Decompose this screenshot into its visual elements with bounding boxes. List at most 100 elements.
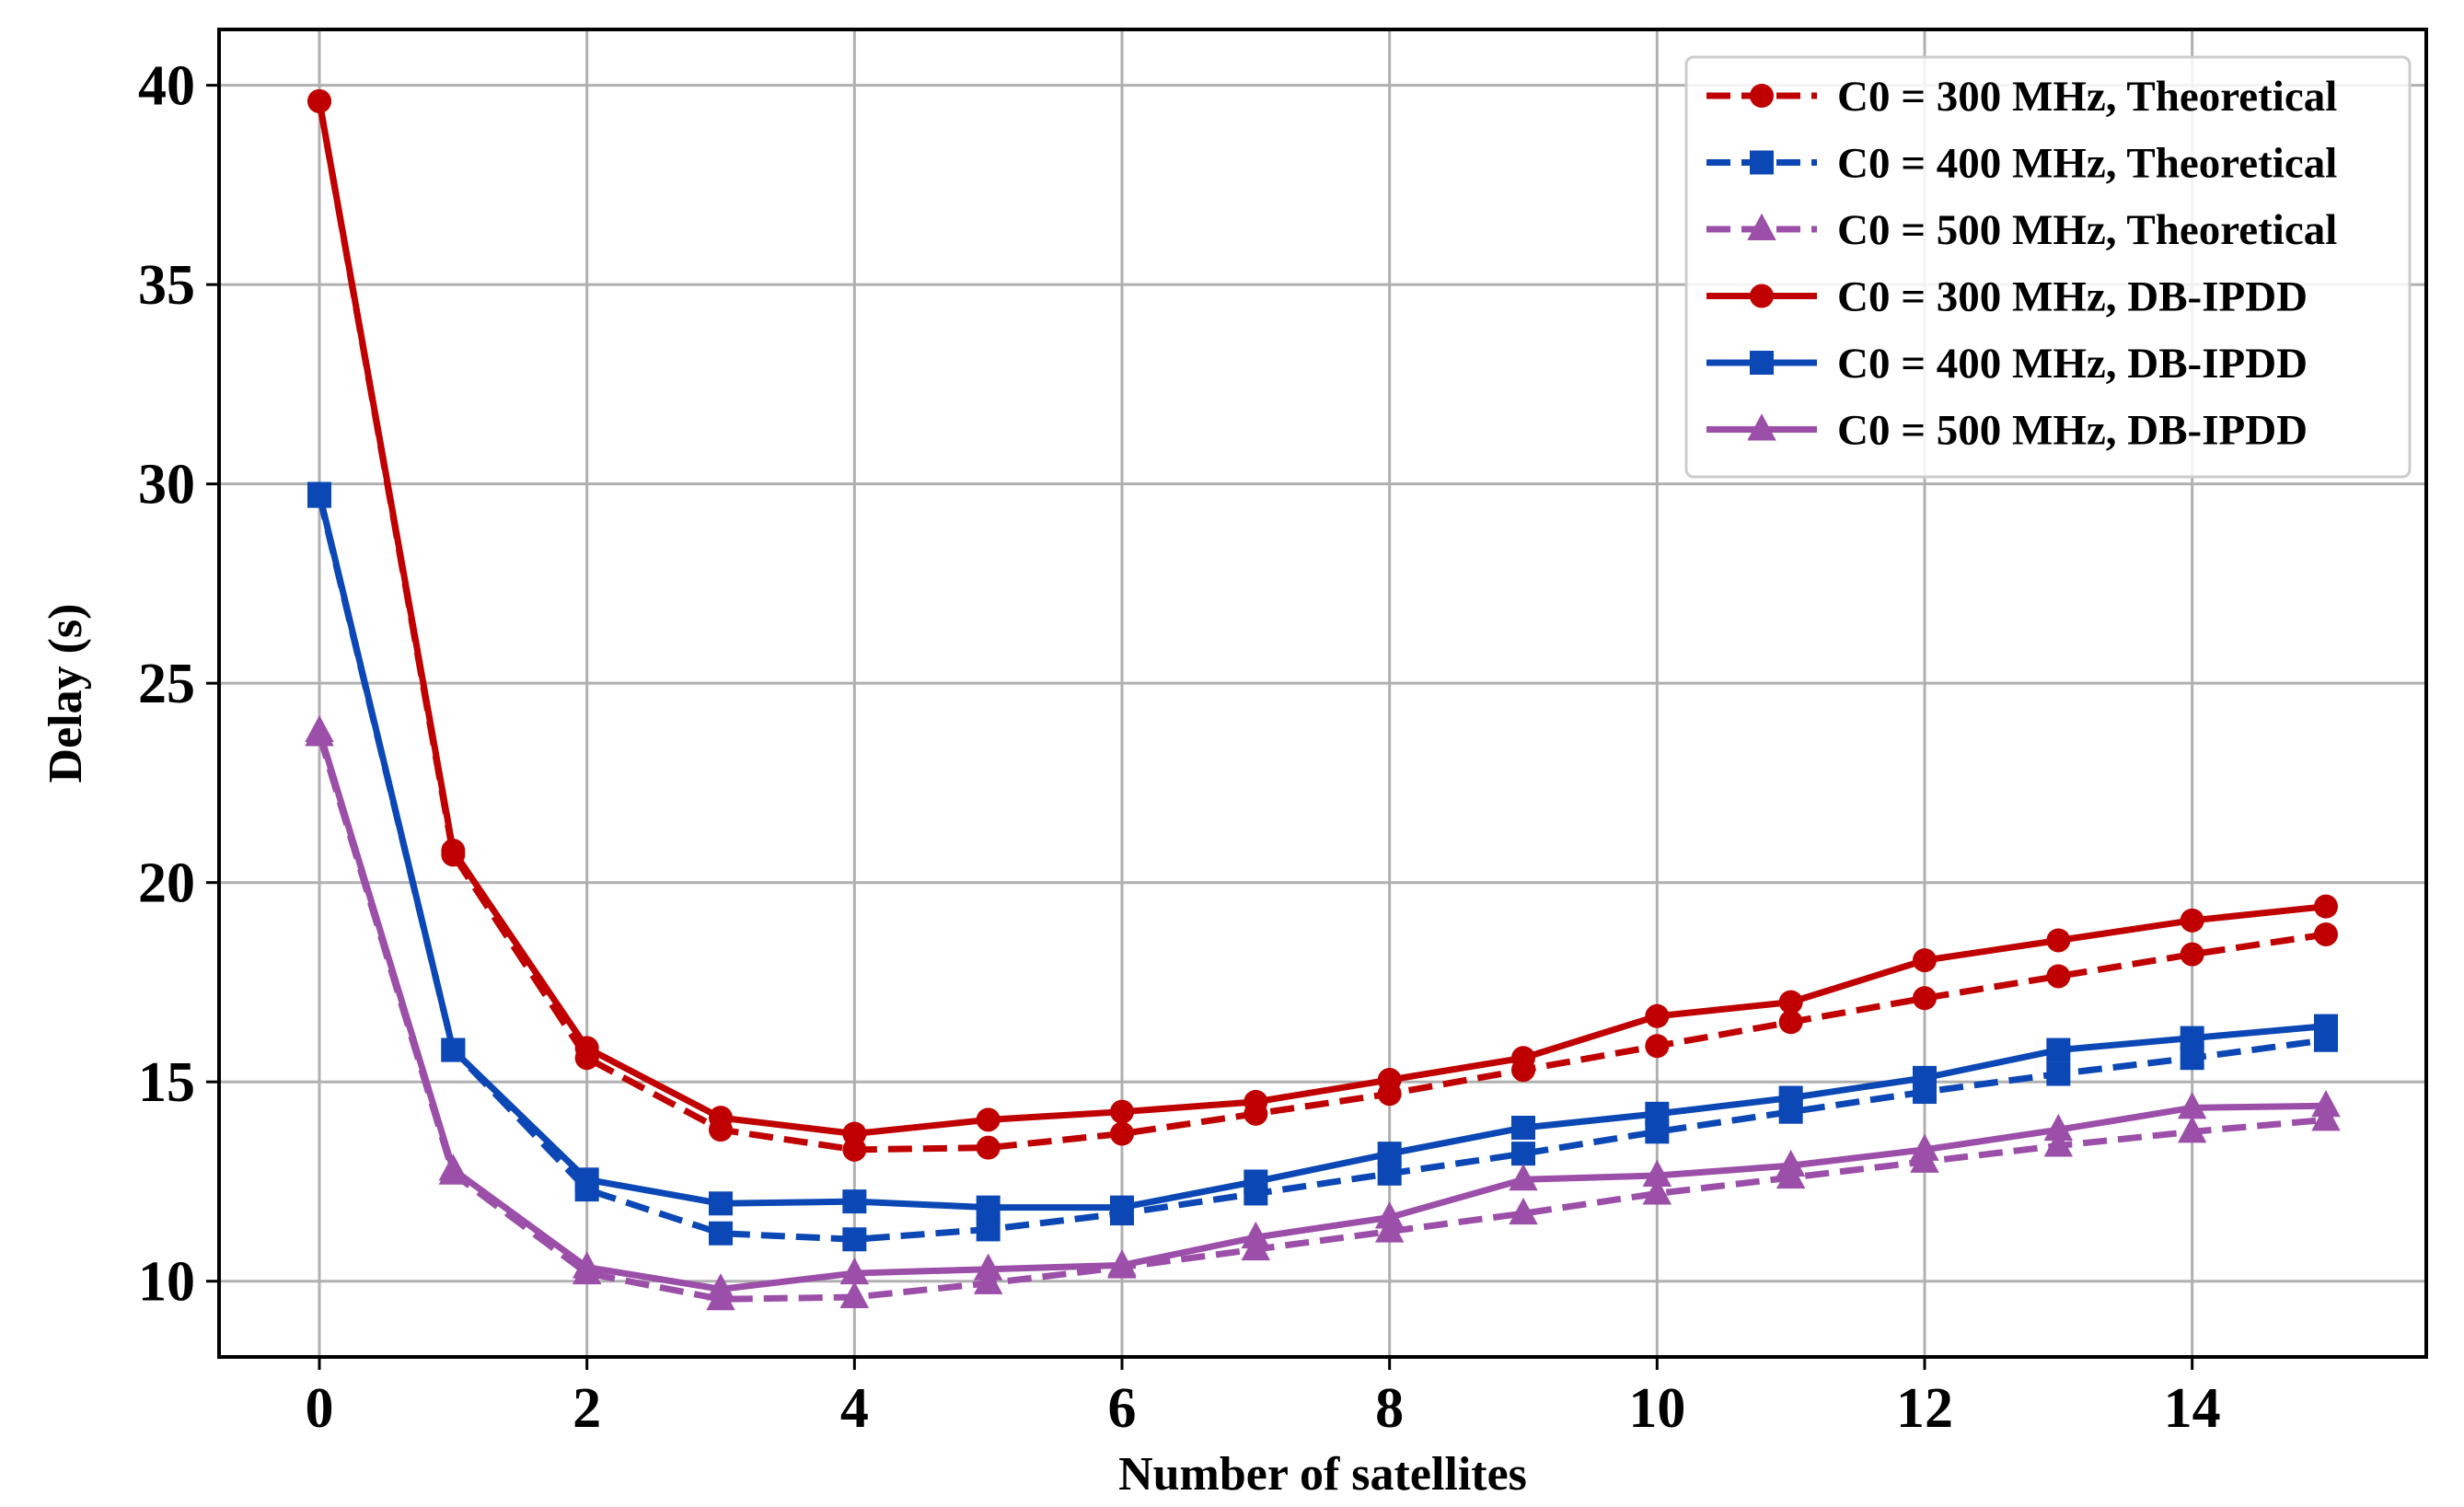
- data-point: [1511, 1116, 1535, 1141]
- legend-item: C0 = 500 MHz, Theoretical: [1706, 206, 2337, 254]
- legend-marker: [1747, 213, 1776, 240]
- data-point: [441, 839, 466, 864]
- y-tick-label: 20: [138, 852, 195, 915]
- data-point: [307, 88, 331, 113]
- x-tick-label: 4: [840, 1377, 869, 1440]
- data-point: [2180, 942, 2204, 967]
- y-axis-title: Delay (s): [40, 604, 92, 783]
- y-tick-label: 10: [138, 1251, 195, 1314]
- x-tick-label: 14: [2164, 1377, 2221, 1440]
- y-axis: 10 15 20 25 30 35 40: [138, 55, 219, 1314]
- data-point: [2043, 1130, 2074, 1157]
- series-line: [316, 734, 2327, 1303]
- data-point: [1509, 1164, 1538, 1191]
- data-point: [1244, 1169, 1268, 1194]
- legend-item: C0 = 400 MHz, Theoretical: [1706, 140, 2337, 188]
- data-point: [842, 1227, 867, 1252]
- data-point: [1110, 1099, 1134, 1124]
- data-point: [2046, 1038, 2071, 1062]
- legend: C0 = 300 MHz, Theoretical C0 = 400 MHz, T…: [1684, 55, 2412, 479]
- legend-label: C0 = 300 MHz, Theoretical: [1837, 73, 2337, 121]
- data-point: [709, 1106, 733, 1130]
- legend-label: C0 = 400 MHz, DB-IPDD: [1837, 340, 2308, 388]
- data-point: [1374, 1215, 1405, 1243]
- data-point: [976, 1135, 1001, 1160]
- data-point: [839, 1281, 870, 1309]
- data-point: [839, 1257, 870, 1285]
- legend-item: C0 = 400 MHz, DB-IPDD: [1706, 340, 2308, 388]
- data-point: [976, 1107, 1001, 1132]
- series-6: [305, 714, 2341, 1301]
- x-tick-label: 2: [573, 1377, 601, 1440]
- legend-marker: [1747, 413, 1776, 441]
- data-point: [1374, 1201, 1405, 1229]
- legend-item: C0 = 300 MHz, DB-IPDD: [1706, 273, 2308, 321]
- data-point: [1110, 1121, 1134, 1146]
- legend-marker: [1750, 351, 1774, 375]
- legend-label: C0 = 300 MHz, DB-IPDD: [1837, 273, 2308, 321]
- data-point: [1778, 1085, 1803, 1110]
- series-layer: [305, 88, 2341, 1311]
- legend-item: C0 = 500 MHz, DB-IPDD: [1706, 407, 2308, 455]
- data-point: [1642, 1177, 1672, 1205]
- data-point: [1913, 1065, 1937, 1090]
- legend-marker: [1750, 150, 1774, 175]
- data-point: [2314, 894, 2338, 919]
- data-point: [706, 1273, 735, 1301]
- data-point: [1778, 990, 1803, 1014]
- series-line: [316, 493, 2327, 1211]
- series-line: [316, 100, 2327, 1138]
- series-4: [307, 88, 2338, 1146]
- data-point: [1509, 1197, 1538, 1225]
- data-point: [2043, 1113, 2074, 1142]
- legend-label: C0 = 400 MHz, Theoretical: [1837, 140, 2337, 188]
- data-point: [2311, 1104, 2341, 1131]
- legend-label: C0 = 500 MHz, DB-IPDD: [1837, 407, 2308, 455]
- series-line: [316, 494, 2327, 1243]
- data-point: [1910, 1133, 1939, 1161]
- data-point: [2314, 922, 2338, 946]
- y-tick-label: 40: [138, 55, 195, 118]
- y-tick-label: 35: [138, 254, 195, 317]
- data-point: [2180, 1026, 2204, 1050]
- data-point: [1778, 1010, 1803, 1035]
- data-point: [842, 1189, 867, 1214]
- x-axis: 0 2 4 6 8 10 12 14: [306, 1357, 2221, 1440]
- data-point: [709, 1221, 733, 1246]
- data-point: [1107, 1249, 1137, 1277]
- legend-marker: [1750, 84, 1774, 108]
- data-point: [1642, 1159, 1672, 1187]
- plot-frame: [217, 28, 2428, 1359]
- data-point: [2046, 928, 2071, 953]
- x-axis-title: Number of satellites: [1118, 1448, 1527, 1501]
- legend-marker: [1750, 284, 1774, 308]
- data-point: [572, 1251, 602, 1279]
- data-point: [1377, 1142, 1402, 1166]
- data-point: [2046, 964, 2071, 989]
- data-point: [1645, 1101, 1670, 1126]
- data-point: [1241, 1221, 1271, 1249]
- series-line: [316, 730, 2327, 1293]
- x-tick-label: 6: [1108, 1377, 1137, 1440]
- legend-item: C0 = 300 MHz, Theoretical: [1706, 73, 2337, 121]
- y-tick-label: 25: [138, 653, 195, 715]
- legend-label: C0 = 500 MHz, Theoretical: [1837, 206, 2337, 254]
- data-point: [574, 1167, 599, 1192]
- data-point: [1645, 1034, 1670, 1059]
- data-point: [438, 1153, 469, 1181]
- data-point: [1511, 1046, 1535, 1071]
- data-point: [1913, 986, 1937, 1011]
- data-point: [1110, 1195, 1134, 1220]
- data-point: [1776, 1149, 1806, 1177]
- data-point: [2177, 1092, 2207, 1119]
- data-point: [441, 1038, 466, 1062]
- y-tick-label: 15: [138, 1051, 195, 1114]
- data-point: [973, 1267, 1003, 1294]
- data-point: [1377, 1068, 1402, 1093]
- series-line: [316, 100, 2327, 1153]
- data-point: [2180, 908, 2204, 933]
- data-point: [976, 1217, 1001, 1242]
- x-tick-label: 12: [1896, 1377, 1953, 1440]
- x-tick-label: 10: [1628, 1377, 1685, 1440]
